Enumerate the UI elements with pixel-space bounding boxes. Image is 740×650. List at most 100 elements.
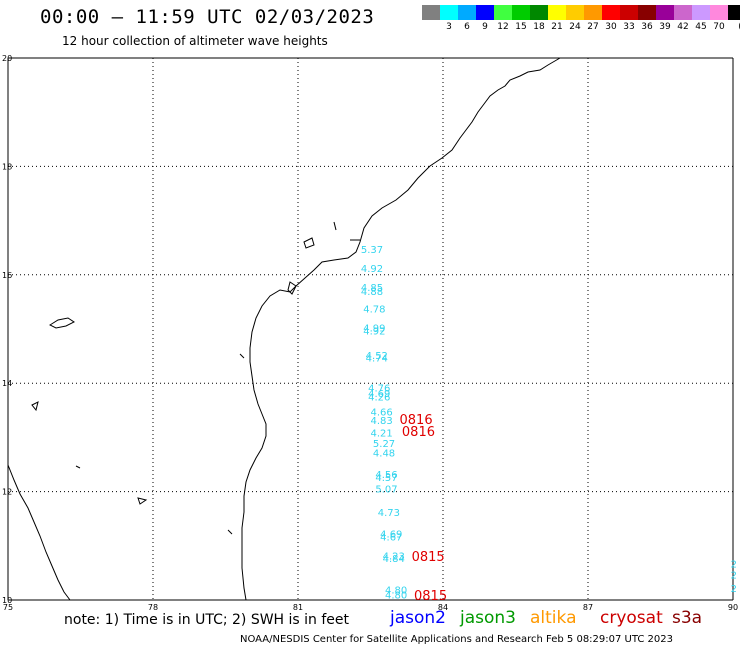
colorbar-label: 30 bbox=[605, 22, 617, 32]
lon-tick-label: 78 bbox=[148, 603, 158, 612]
mission-legend-item: jason3 bbox=[460, 608, 516, 628]
wave-height-reading: 4.66 bbox=[371, 408, 393, 419]
footer-note: note: 1) Time is in UTC; 2) SWH is in fe… bbox=[64, 612, 350, 628]
colorbar-swatch bbox=[530, 5, 548, 20]
wave-height-reading: 4.57 bbox=[375, 473, 397, 484]
wave-height-reading: 4.56 bbox=[375, 470, 397, 481]
wave-height-reading: 2 bbox=[731, 570, 737, 581]
colorbar-label: 27 bbox=[587, 22, 599, 32]
lon-tick-label: 81 bbox=[293, 603, 303, 612]
wave-height-reading: 2 bbox=[731, 559, 737, 570]
mission-legend-item: jason2 bbox=[390, 608, 446, 628]
coastline-east-india bbox=[241, 57, 561, 601]
wave-height-reading: 4.69 bbox=[368, 389, 390, 400]
colorbar-swatch bbox=[584, 5, 602, 20]
island-3 bbox=[287, 281, 297, 295]
island-6 bbox=[31, 401, 39, 412]
wave-height-reading: 4.26 bbox=[368, 393, 390, 404]
colorbar-label: 36 bbox=[641, 22, 653, 32]
wave-height-reading: 4.76 bbox=[368, 383, 390, 394]
wave-height-reading: 4.69 bbox=[380, 530, 402, 541]
island-8 bbox=[239, 353, 245, 359]
wave-height-reading: 4.73 bbox=[378, 508, 400, 519]
wave-height-reading: 4.80 bbox=[385, 590, 407, 601]
wave-height-reading: 4.92 bbox=[361, 264, 383, 275]
wave-height-reading: 4.92 bbox=[363, 326, 385, 337]
mission-legend-item: s3a bbox=[672, 608, 703, 628]
colorbar-label: 45 bbox=[695, 22, 707, 32]
island-9 bbox=[227, 529, 233, 535]
colorbar-swatch bbox=[494, 5, 512, 20]
lat-tick-label: 16 bbox=[2, 271, 12, 280]
colorbar-swatch bbox=[422, 5, 440, 20]
lat-tick-label: 18 bbox=[2, 162, 12, 171]
colorbar-label: 3 bbox=[446, 22, 452, 32]
wave-height-reading: 4.52 bbox=[366, 351, 388, 362]
mission-legend-item: cryosat bbox=[600, 608, 663, 628]
lat-tick-label: 12 bbox=[2, 488, 12, 497]
mission-legend-item: altika bbox=[530, 608, 577, 628]
colorbar-swatch bbox=[440, 5, 458, 20]
lon-tick-label: 75 bbox=[3, 603, 13, 612]
pass-time-label: 0815 bbox=[414, 589, 447, 604]
wave-height-reading: 4.74 bbox=[366, 354, 388, 365]
pass-time-label: 0816 bbox=[402, 425, 435, 440]
wave-height-reading: 4.84 bbox=[383, 554, 405, 565]
colorbar-label: 24 bbox=[569, 22, 581, 32]
pass-time-label: 0816 bbox=[400, 413, 433, 428]
lat-tick-label: 20 bbox=[2, 54, 12, 63]
wave-height-reading: 4.80 bbox=[385, 585, 407, 596]
colorbar-swatch bbox=[602, 5, 620, 20]
wave-height-reading: 5.27 bbox=[373, 439, 395, 450]
colorbar-swatch bbox=[548, 5, 566, 20]
colorbar-swatch bbox=[728, 5, 740, 20]
wave-height-reading: 4.23 bbox=[383, 551, 405, 562]
wave-height-reading: 4.21 bbox=[371, 428, 393, 439]
pass-time-label: 0815 bbox=[412, 550, 445, 565]
colorbar-label: 15 bbox=[515, 22, 527, 32]
colorbar-label: 12 bbox=[497, 22, 509, 32]
wave-height-reading: 4.85 bbox=[361, 283, 383, 294]
colorbar-label: 33 bbox=[623, 22, 635, 32]
colorbar-label: 18 bbox=[533, 22, 545, 32]
colorbar-swatch bbox=[692, 5, 710, 20]
wave-height-reading: 4.48 bbox=[373, 448, 395, 459]
wave-height-reading: 5.37 bbox=[361, 245, 383, 256]
colorbar-label: 6 bbox=[464, 22, 470, 32]
colorbar-label: 39 bbox=[659, 22, 671, 32]
island-10 bbox=[75, 465, 81, 469]
colorbar-label: 9 bbox=[482, 22, 488, 32]
lat-tick-label: 14 bbox=[2, 379, 12, 388]
colorbar-unit: (ft) bbox=[730, 22, 740, 32]
wave-height-reading: 2 bbox=[731, 584, 737, 595]
colorbar-swatch bbox=[656, 5, 674, 20]
wave-height-reading: 4.99 bbox=[363, 324, 385, 335]
island-2 bbox=[303, 237, 315, 249]
colorbar-label: 21 bbox=[551, 22, 563, 32]
wave-height-reading: 4.83 bbox=[371, 416, 393, 427]
colorbar-label: 42 bbox=[677, 22, 689, 32]
coastline-west-india bbox=[7, 464, 71, 601]
island-1 bbox=[48, 317, 75, 329]
island-5 bbox=[333, 221, 337, 231]
island-7 bbox=[137, 497, 148, 505]
colorbar-swatch bbox=[638, 5, 656, 20]
colorbar-swatch bbox=[674, 5, 692, 20]
colorbar-swatch bbox=[512, 5, 530, 20]
map-title: 00:00 – 11:59 UTC 02/03/2023 bbox=[40, 6, 375, 28]
lat-tick-label: 10 bbox=[2, 596, 12, 605]
lon-tick-label: 90 bbox=[728, 603, 738, 612]
colorbar-label: 70 bbox=[713, 22, 725, 32]
colorbar-swatch bbox=[620, 5, 638, 20]
wave-height-reading: 4.88 bbox=[361, 287, 383, 298]
colorbar-swatch bbox=[710, 5, 728, 20]
lon-tick-label: 87 bbox=[583, 603, 593, 612]
colorbar-swatch bbox=[458, 5, 476, 20]
colorbar-swatch bbox=[476, 5, 494, 20]
map-subtitle: 12 hour collection of altimeter wave hei… bbox=[62, 34, 328, 48]
wave-height-reading: 4.67 bbox=[380, 532, 402, 543]
colorbar-swatch bbox=[566, 5, 584, 20]
credit-line: NOAA/NESDIS Center for Satellite Applica… bbox=[240, 634, 673, 645]
wave-height-reading: 5.07 bbox=[375, 485, 397, 496]
